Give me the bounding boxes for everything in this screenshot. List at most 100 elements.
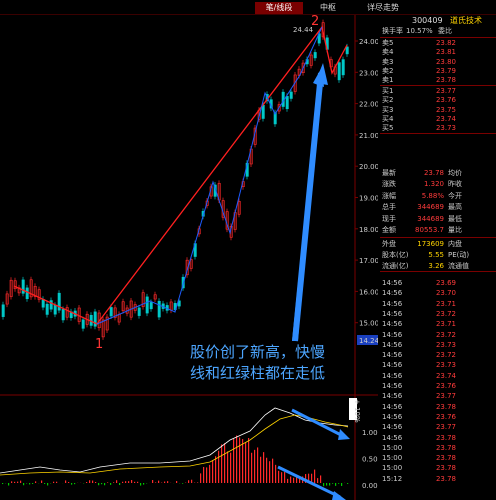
macd-bar	[329, 483, 331, 486]
row-label: 买2	[382, 96, 394, 105]
tab-detailed-trend[interactable]: 详尽走势	[367, 3, 399, 12]
turnover-label: 换手率	[382, 27, 403, 35]
candle-body	[289, 91, 293, 99]
tick-price: 23.70	[435, 289, 456, 298]
kline-chart[interactable]: 24.44 2 1 24.00 23.00 22.00 21.00 20.00 19.00…	[0, 15, 378, 500]
macd-bar	[335, 483, 337, 486]
stat-value: 5.55	[428, 251, 444, 259]
tick-row: 14:56 23.78	[380, 403, 496, 412]
macd-bar	[215, 456, 217, 483]
macd-bar	[227, 451, 229, 483]
row-label: 买3	[382, 105, 394, 114]
stat-label-2: 最高	[448, 203, 462, 212]
stock-header: 300409 道氏技术	[380, 15, 496, 27]
divider	[380, 133, 496, 134]
stat-value: 3.26	[428, 262, 444, 270]
macd-bar	[68, 482, 70, 483]
candle-body	[5, 293, 9, 305]
macd-bar	[131, 480, 133, 483]
candle-body	[53, 304, 57, 315]
macd-dif-line	[0, 407, 349, 474]
macd-bar	[140, 483, 142, 486]
bid-row: 买3 23.75	[380, 106, 496, 115]
tick-price: 23.78	[435, 454, 456, 463]
row-label: 卖5	[382, 39, 394, 47]
annotation-line-1: 股价创了新高，快慢	[190, 343, 326, 361]
macd-bar	[212, 460, 214, 483]
tick-time: 14:56	[382, 433, 403, 442]
candle-body	[13, 280, 17, 290]
stat-label-2: 昨收	[448, 180, 462, 189]
macd-bar	[29, 483, 31, 485]
arrow-head-icon	[315, 63, 328, 85]
row-value: 23.81	[435, 48, 456, 57]
candle-body	[153, 294, 157, 300]
candle-body	[41, 298, 45, 308]
macd-bar	[200, 473, 202, 483]
macd-bar	[347, 483, 349, 484]
extra-row: 股本(亿) 5.55 PE(动)	[380, 251, 496, 260]
tick-row: 14:56 23.78	[380, 434, 496, 443]
macd-bar	[116, 480, 118, 483]
bid-row: 买5 23.73	[380, 124, 496, 133]
macd-tick-label: 0.50	[362, 456, 378, 464]
macd-bar	[101, 483, 103, 485]
current-price-label: 14.24	[359, 337, 378, 345]
candle-body	[9, 279, 13, 297]
bid-row: 买1 23.77	[380, 87, 496, 96]
tick-time: 15:00	[382, 454, 403, 463]
stat-label: 涨幅	[382, 191, 396, 200]
candle-body	[25, 287, 29, 300]
tick-price: 23.77	[435, 423, 456, 432]
ask-row: 卖2 23.79	[380, 67, 496, 76]
price-tick-label: 23.00	[359, 69, 378, 77]
candle-body	[49, 300, 53, 310]
candle-body	[57, 292, 61, 311]
macd-bar	[305, 474, 307, 483]
row-label: 卖3	[382, 57, 394, 66]
macd-bar	[314, 469, 316, 483]
macd-bar	[176, 480, 178, 483]
candle-body	[81, 319, 85, 329]
high-point-marker: 2	[311, 15, 319, 29]
tick-row: 14:56 23.69	[380, 279, 496, 288]
macd-bar	[164, 481, 166, 483]
tick-time: 14:56	[382, 412, 403, 421]
tick-row: 15:00 23.78	[380, 454, 496, 463]
candle-body	[157, 300, 161, 318]
candle-body	[1, 304, 5, 317]
candle-body	[309, 54, 313, 66]
tick-row: 15:00 23.78	[380, 444, 496, 453]
annotation-line-2: 线和红绿柱都在走低	[190, 364, 326, 382]
tick-time: 14:56	[382, 371, 403, 380]
stat-row: 涨幅 5.88% 今开	[380, 192, 496, 201]
divider	[380, 271, 496, 272]
annotation-arrow-bars	[277, 465, 341, 499]
macd-scale-badge	[349, 398, 357, 420]
macd-bar	[14, 481, 16, 483]
macd-dea-line	[0, 414, 349, 476]
macd-bar	[284, 471, 286, 483]
price-tick-label: 17.00	[359, 257, 378, 265]
candle-body	[113, 307, 117, 318]
macd-bar	[299, 478, 301, 483]
tab-pivot[interactable]: 中枢	[320, 3, 336, 12]
macd-bar	[32, 483, 34, 484]
tab-stroke-segment[interactable]: 笔/线段	[255, 2, 303, 14]
row-value: 23.78	[435, 76, 456, 85]
macd-bar	[326, 483, 328, 486]
ask-row: 卖3 23.80	[380, 58, 496, 67]
candle-body	[109, 307, 113, 317]
macd-bar	[218, 450, 220, 483]
tick-price: 23.78	[435, 433, 456, 442]
macd-bar	[95, 481, 97, 483]
tick-time: 15:00	[382, 443, 403, 452]
macd-bar	[230, 452, 232, 483]
macd-bar	[35, 481, 37, 483]
tick-time: 15:00	[382, 464, 403, 473]
candle-body	[145, 296, 149, 314]
row-value: 23.82	[435, 39, 456, 47]
tick-time: 14:56	[382, 309, 403, 318]
wb-label: 委比	[438, 27, 452, 35]
macd-bar	[155, 482, 157, 483]
